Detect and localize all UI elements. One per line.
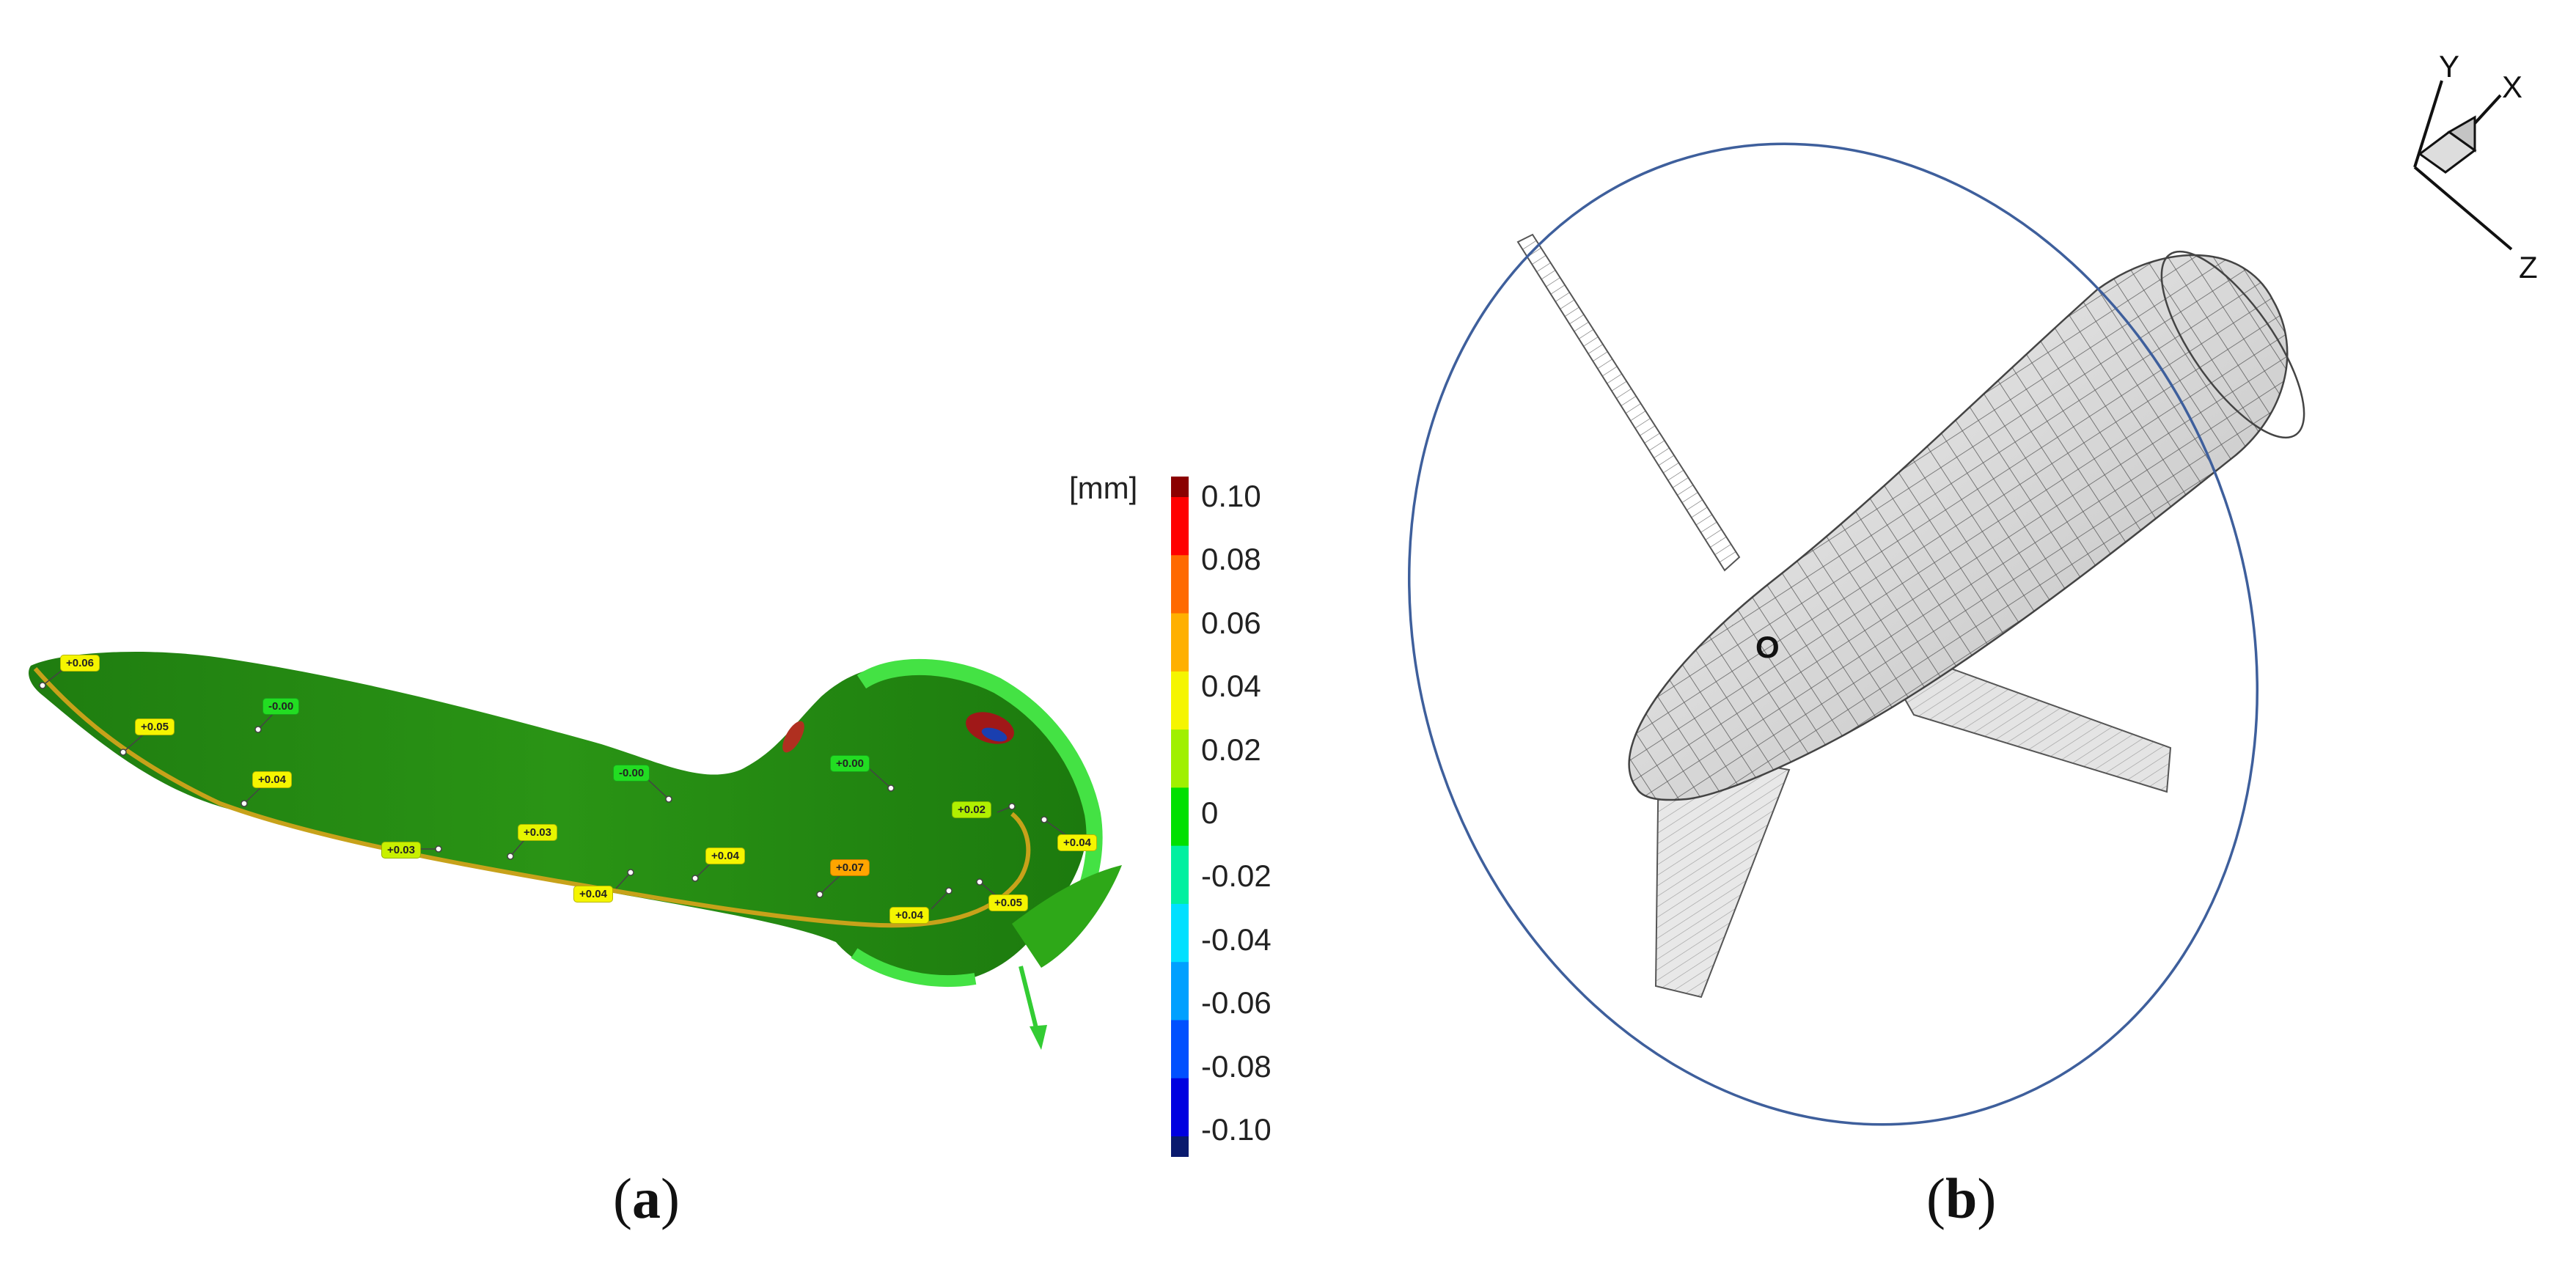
colorbar-tick-label: 0.04 <box>1201 669 1261 704</box>
rotor-disk <box>1407 142 2259 1126</box>
colorbar <box>1171 477 1189 1157</box>
deviation-label: -0.00 <box>263 698 300 715</box>
hub-tail <box>2160 250 2305 439</box>
colorbar-tick-label: -0.08 <box>1201 1048 1272 1084</box>
axis-label-x: X <box>2502 70 2523 104</box>
axis-triad <box>2413 80 2513 251</box>
colorbar-tick-label: 0.06 <box>1201 605 1261 640</box>
deviation-label: -0.00 <box>613 765 650 782</box>
colorbar-step <box>1171 671 1189 730</box>
normal-arrow <box>1019 966 1040 1034</box>
colorbar-tick-label: -0.04 <box>1201 922 1272 957</box>
colorbar-step <box>1171 787 1189 847</box>
deviation-label: +0.04 <box>252 771 292 788</box>
blade-tip <box>1012 865 1122 968</box>
colorbar-step <box>1171 555 1189 614</box>
deviation-label: +0.03 <box>518 824 557 841</box>
deviation-label: +0.03 <box>381 842 421 859</box>
measurement-points <box>39 666 1068 910</box>
colorbar-unit: [mm] <box>1069 471 1138 505</box>
colorbar-step <box>1171 497 1189 556</box>
blade-deviation-map <box>29 477 1189 1157</box>
deviation-label: +0.04 <box>1057 834 1097 851</box>
deviation-label: +0.02 <box>952 801 991 818</box>
colorbar-tick-label: -0.10 <box>1201 1112 1272 1147</box>
colorbar-tick-label: 0.10 <box>1201 479 1261 513</box>
pocket-feature-2 <box>782 721 804 753</box>
origin-label: O <box>1755 630 1780 664</box>
colorbar-step <box>1171 613 1189 672</box>
deviation-label: +0.04 <box>705 848 745 864</box>
strut-upper <box>1516 233 1741 572</box>
caption-a: (a) <box>613 1166 680 1230</box>
colorbar-tick-label: 0.02 <box>1201 732 1261 767</box>
colorbar-step <box>1171 729 1189 788</box>
colorbar-step <box>1171 903 1189 963</box>
colorbar-step <box>1171 845 1189 905</box>
deviation-label: +0.04 <box>573 886 613 902</box>
blade-surface <box>29 651 1087 984</box>
colorbar-tick-label: -0.02 <box>1201 859 1272 894</box>
deviation-label: +0.05 <box>988 894 1028 911</box>
colorbar-tick-label: -0.06 <box>1201 985 1272 1021</box>
deviation-label: +0.07 <box>830 859 870 876</box>
leading-edge <box>33 667 1031 928</box>
deviation-label: +0.04 <box>889 907 929 924</box>
axis-label-z: Z <box>2519 250 2538 284</box>
colorbar-step <box>1171 1078 1189 1137</box>
colorbar-tick-label: 0 <box>1201 795 1219 830</box>
shroud-inner <box>851 948 977 988</box>
axis-label-y: Y <box>2439 49 2460 84</box>
hub-model <box>1407 80 2513 1126</box>
colorbar-step <box>1171 962 1189 1021</box>
colorbar-tick-label: 0.08 <box>1201 542 1261 577</box>
deviation-label: +0.05 <box>135 718 175 735</box>
colorbar-step <box>1171 1020 1189 1079</box>
deviation-label: +0.06 <box>60 655 100 672</box>
deviation-label: +0.00 <box>830 755 870 772</box>
caption-b: (b) <box>1926 1166 1997 1230</box>
